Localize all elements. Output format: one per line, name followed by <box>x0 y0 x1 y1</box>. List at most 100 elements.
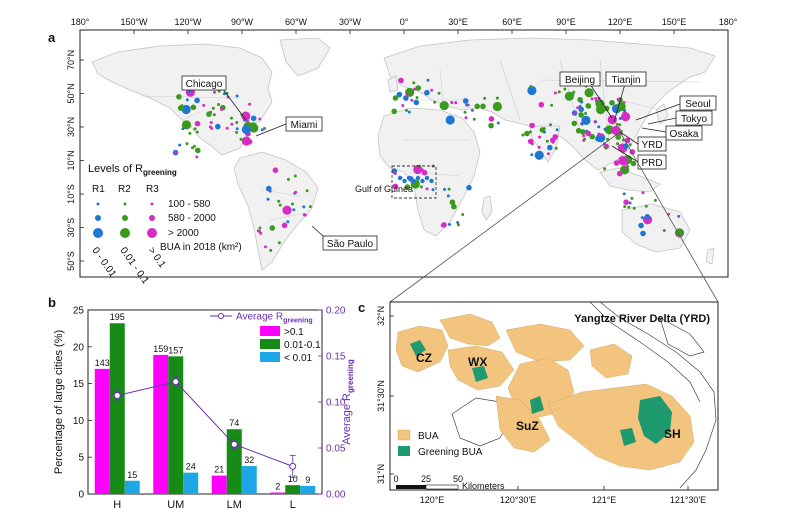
lon-tick-label: 180° <box>71 17 90 27</box>
city-dot <box>429 178 434 184</box>
city-dot <box>266 185 272 192</box>
legend-label: < 0.01 <box>284 353 313 364</box>
city-dot <box>437 91 441 95</box>
city-dot <box>405 93 409 97</box>
bar-value-label: 74 <box>229 418 239 428</box>
city-dot <box>230 116 233 120</box>
city-dot <box>617 144 624 150</box>
city-dot <box>181 127 185 131</box>
yrd-ticks: 32°N 31°30'N 31°N 120°E 120°30'E 121°E 121°30'… <box>376 306 706 505</box>
city-dot <box>578 112 584 118</box>
city-dot <box>495 96 499 100</box>
leader-prd <box>611 145 639 163</box>
city-dot <box>488 116 495 122</box>
lon-tick-label: 150°W <box>120 17 148 27</box>
legend-dot-r2-large <box>120 228 130 238</box>
city-dot <box>589 133 595 140</box>
callout-box <box>665 125 703 141</box>
city-dot <box>220 107 223 111</box>
city-dot <box>593 120 597 124</box>
city-dot <box>677 214 681 218</box>
legend-bua-label: BUA <box>418 431 439 442</box>
city-dot <box>563 87 567 91</box>
city-dot <box>611 125 621 136</box>
city-dot <box>420 178 425 184</box>
city-dot <box>474 103 481 110</box>
average-point <box>230 440 238 448</box>
callout-text: Seoul <box>685 99 711 110</box>
city-dot <box>241 124 251 135</box>
city-dot <box>603 127 607 131</box>
scale-unit: Kilometers <box>462 481 505 491</box>
bar <box>183 472 199 494</box>
legend-head-r1: R1 <box>92 184 105 195</box>
city-dot <box>527 138 534 145</box>
lon-tick-label: 0° <box>400 17 409 27</box>
city-dot <box>488 122 494 129</box>
y-tick-label: 20 <box>73 342 85 353</box>
zoom-lines <box>389 131 719 303</box>
city-dot <box>640 216 644 220</box>
legend-dot-r3-medium <box>149 215 155 221</box>
city-dot <box>456 223 460 227</box>
city-dot <box>480 103 486 110</box>
city-dot <box>622 192 626 196</box>
legend-head-r3: R3 <box>146 184 159 195</box>
city-dot <box>180 104 184 108</box>
city-dot <box>421 169 428 176</box>
panel-a: a 180° 150°W 120°W 90°W 60°W 30°W 0° 30°E 60°E 90… <box>48 17 738 287</box>
lon-tick-label: 30°E <box>448 17 468 27</box>
callout-box <box>637 136 667 152</box>
bar <box>300 485 316 494</box>
india-land <box>529 125 561 163</box>
lon-tick-label: 150°E <box>662 17 687 27</box>
leader-chicago <box>221 87 247 121</box>
city-dot <box>292 208 296 212</box>
bar <box>124 480 140 494</box>
city-dot <box>630 196 634 200</box>
city-dot <box>217 103 221 106</box>
average-point <box>172 378 180 386</box>
city-dot <box>622 166 626 169</box>
legend-greening-label: Greening BUA <box>418 447 483 458</box>
callout-tokyo: Tokyo <box>675 110 713 126</box>
city-dot <box>492 101 502 112</box>
scale-label-0: 0 <box>393 474 398 484</box>
city-dot <box>557 90 561 94</box>
lat-tick-label: 70°N <box>66 50 76 70</box>
city-dot <box>210 126 214 130</box>
city-dot <box>582 134 586 138</box>
city-dot <box>185 98 189 102</box>
city-dot <box>613 160 620 166</box>
callout-box <box>679 95 717 111</box>
scale-segment-white <box>425 484 459 490</box>
city-dot <box>291 202 294 206</box>
city-dot <box>194 120 201 127</box>
madagascar-land <box>481 195 493 221</box>
callout-box <box>181 75 227 91</box>
greening-patch <box>472 366 488 382</box>
bar <box>94 368 110 494</box>
city-dot <box>547 144 553 151</box>
panel-b-label: b <box>48 295 56 310</box>
bar-value-label: 21 <box>214 465 224 475</box>
city-label-sh: SH <box>664 427 681 441</box>
legend-greening-swatch <box>398 446 410 456</box>
gulf-of-guinea-label: Gulf of Guinea <box>355 184 413 194</box>
city-dot <box>449 199 456 205</box>
city-dot <box>618 123 622 127</box>
callout-box <box>285 116 323 132</box>
city-dot <box>580 129 586 135</box>
city-dot <box>534 150 544 160</box>
city-dot <box>538 101 545 108</box>
city-dot <box>644 204 648 208</box>
lon-tick-label: 30°W <box>339 17 362 27</box>
city-dot <box>397 175 403 181</box>
city-dot <box>454 101 458 105</box>
zoom-line-right <box>619 131 719 303</box>
city-dot <box>433 100 437 104</box>
city-dot <box>542 130 546 134</box>
bar-chart: 0 5 10 15 20 25 0.00 0.05 0.10 0.15 0.20 H 143 195 15 U… <box>73 306 346 512</box>
bar-value-label: 195 <box>110 312 125 322</box>
